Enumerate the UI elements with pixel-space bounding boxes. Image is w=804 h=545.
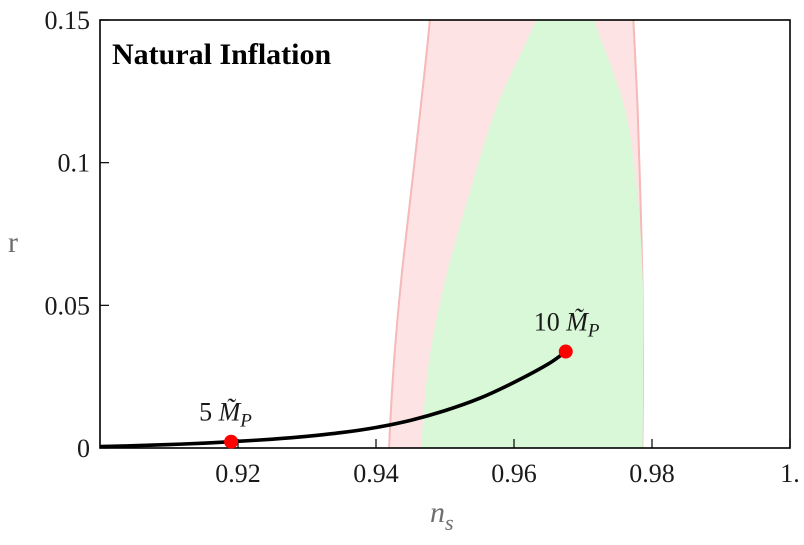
x-axis-label: ns: [430, 496, 454, 535]
x-tick-label: 0.94: [353, 459, 399, 488]
y-tick-label: 0.05: [45, 291, 91, 320]
series-line-0: [100, 349, 568, 448]
marked-points: 5 M̃P 10 M̃P: [199, 308, 600, 449]
x-tick-label: 0.98: [629, 459, 675, 488]
axis-ticks: 0.92 0.94 0.96 0.98 1. 0 0.05 0.1 0.15: [45, 6, 800, 488]
x-tick-label: 0.92: [215, 459, 261, 488]
point-label-1: 10 M̃P: [534, 308, 600, 342]
chart-title: Natural Inflation: [112, 38, 332, 71]
marked-point-1: [558, 344, 573, 359]
plot-frame: [99, 19, 791, 449]
inner-contour: [421, 20, 644, 448]
y-tick-label: 0.1: [58, 149, 91, 178]
x-tick-label: 0.96: [491, 459, 537, 488]
y-axis-label: r: [8, 226, 18, 259]
marked-point-0: [224, 434, 239, 449]
curves: [100, 349, 568, 448]
point-label-0: 5 M̃P: [199, 398, 252, 432]
y-tick-label: 0.15: [45, 6, 91, 35]
y-tick-label: 0: [77, 434, 90, 463]
x-tick-label: 1.: [780, 459, 800, 488]
confidence-regions: [388, 20, 645, 448]
